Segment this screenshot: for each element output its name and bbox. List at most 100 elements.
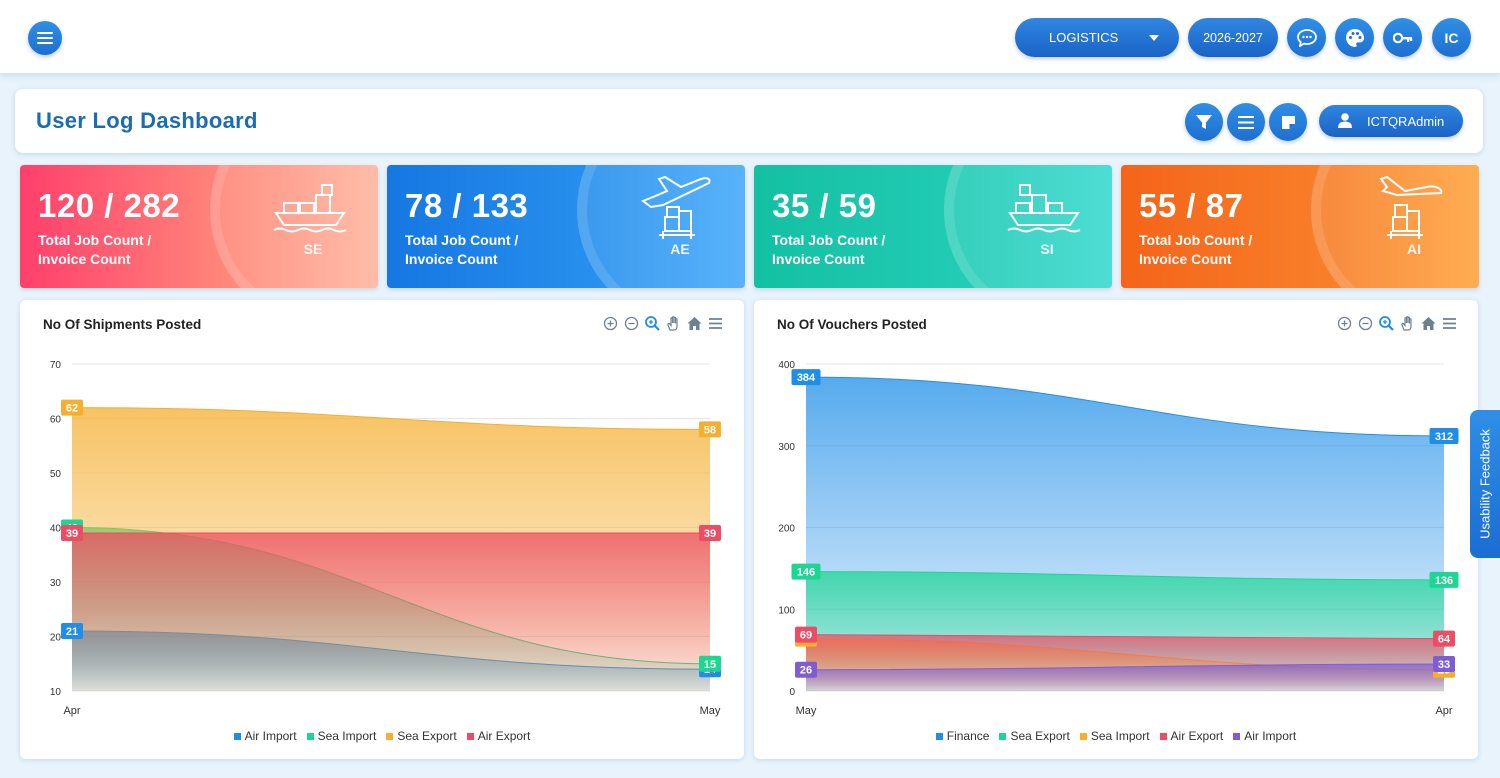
legend-swatch: [1233, 732, 1241, 740]
data-label-box: [1433, 656, 1455, 673]
data-label: 136: [1435, 575, 1453, 587]
data-label-box: [61, 524, 83, 541]
selection-zoom-icon[interactable]: [644, 315, 661, 332]
theme-button[interactable]: [1335, 18, 1374, 57]
chart-toolbar: [602, 315, 724, 332]
filter-button[interactable]: [1185, 103, 1223, 141]
chart-menu-icon[interactable]: [1441, 315, 1458, 332]
financial-year-button[interactable]: 2026-2027: [1188, 18, 1278, 57]
data-label-box: [699, 421, 721, 438]
zoom-in-icon[interactable]: [1336, 315, 1353, 332]
stat-code: SE: [303, 241, 323, 257]
module-select-value: LOGISTICS: [1049, 30, 1119, 45]
data-label: 69: [800, 630, 812, 642]
stat-code: AI: [1407, 241, 1421, 257]
card-decoration: [210, 165, 378, 288]
legend-swatch: [306, 732, 314, 740]
reset-home-icon[interactable]: [1420, 315, 1437, 332]
legend-item[interactable]: Air Import: [233, 729, 297, 743]
stat-code: AE: [670, 241, 690, 257]
list-menu-button[interactable]: [1227, 103, 1265, 141]
y-tick-label: 300: [778, 442, 795, 453]
data-label: 312: [1435, 431, 1453, 443]
plane-departure-icon: [640, 175, 711, 239]
data-label-box: [1429, 571, 1459, 588]
legend-item[interactable]: Finance: [935, 729, 989, 743]
legend-item[interactable]: Sea Export: [386, 729, 457, 743]
zoom-out-icon[interactable]: [1357, 315, 1374, 332]
module-select[interactable]: LOGISTICS: [1015, 18, 1179, 57]
chat-button[interactable]: [1287, 18, 1326, 57]
chart-menu-icon[interactable]: [707, 315, 724, 332]
legend-item[interactable]: Air Import: [1233, 729, 1296, 743]
chart-toolbar: [1336, 315, 1458, 332]
area-series-line[interactable]: [805, 663, 1445, 671]
legend-item[interactable]: Sea Export: [999, 729, 1070, 743]
data-label-box: [61, 399, 83, 416]
stat-value: 120 / 282: [38, 187, 181, 224]
usability-feedback-tab[interactable]: Usability Feedback: [1470, 410, 1500, 558]
legend-swatch: [386, 732, 394, 740]
data-label: 146: [797, 567, 815, 579]
area-series-line[interactable]: [805, 634, 1445, 640]
legend-item[interactable]: Air Export: [466, 729, 530, 743]
area-series-line[interactable]: [805, 571, 1445, 581]
top-bar: LOGISTICS 2026-2027 IC: [0, 0, 1500, 74]
stat-label: Total Job Count / Invoice Count: [38, 232, 152, 267]
data-label-box: [795, 626, 817, 643]
tag-icon: [1281, 115, 1295, 129]
legend-item[interactable]: Sea Import: [1079, 729, 1150, 743]
area-series-fill: [72, 532, 710, 691]
data-label: 62: [66, 403, 78, 415]
pan-hand-icon[interactable]: [665, 315, 682, 332]
y-tick-label: 200: [778, 524, 795, 535]
stat-card-ai[interactable]: 55 / 87 Total Job Count / Invoice Count A…: [1121, 165, 1479, 288]
stat-code: SI: [1040, 241, 1054, 257]
caret-down-icon: [1149, 35, 1159, 41]
x-tick-label: May: [796, 705, 817, 717]
y-tick-label: 10: [50, 687, 62, 698]
tag-button[interactable]: [1269, 103, 1307, 141]
stat-value: 55 / 87: [1139, 187, 1244, 224]
area-series-line[interactable]: [71, 407, 711, 430]
legend-item[interactable]: Air Export: [1159, 729, 1223, 743]
zoom-out-icon[interactable]: [623, 315, 640, 332]
change-password-button[interactable]: [1383, 18, 1422, 57]
legend-swatch: [233, 732, 241, 740]
data-label-box: [791, 563, 821, 580]
legend-swatch: [1159, 732, 1167, 740]
y-tick-label: 100: [778, 605, 795, 616]
current-user-button[interactable]: ICTQRAdmin: [1319, 105, 1463, 137]
selection-zoom-icon[interactable]: [1378, 315, 1395, 332]
x-tick-label: May: [700, 705, 721, 717]
legend-swatch: [1079, 732, 1087, 740]
menu-toggle-button[interactable]: [28, 21, 62, 55]
chart-title: No Of Vouchers Posted: [777, 317, 927, 332]
pan-hand-icon[interactable]: [1399, 315, 1416, 332]
data-label: 58: [704, 424, 716, 436]
reset-home-icon[interactable]: [686, 315, 703, 332]
stat-value: 78 / 133: [405, 187, 529, 224]
legend-swatch: [999, 732, 1007, 740]
vouchers-chart-panel: 0100200300400MayApr384312146136642669642…: [754, 300, 1478, 759]
area-series-line[interactable]: [805, 376, 1445, 437]
data-label-box: [791, 369, 821, 386]
stat-card-si[interactable]: 35 / 59 Total Job Count / Invoice Count S…: [754, 165, 1112, 288]
dashboard-header: User Log Dashboard ICTQRAdmin: [15, 89, 1483, 153]
user-avatar-button[interactable]: IC: [1432, 18, 1471, 57]
stat-card-ae[interactable]: 78 / 133 Total Job Count / Invoice Count …: [387, 165, 745, 288]
zoom-in-icon[interactable]: [602, 315, 619, 332]
page-title: User Log Dashboard: [36, 108, 258, 133]
data-label-box: [1433, 630, 1455, 647]
ship-icon: [273, 184, 347, 233]
vouchers-area-chart: 0100200300400MayApr384312146136642669642…: [778, 360, 1459, 717]
y-tick-label: 0: [789, 687, 795, 698]
data-label: 64: [1438, 634, 1451, 646]
y-tick-label: 70: [50, 360, 62, 371]
stat-label: Total Job Count / Invoice Count: [772, 232, 886, 267]
stat-label: Total Job Count / Invoice Count: [405, 232, 519, 267]
stat-card-se[interactable]: 120 / 282 Total Job Count / Invoice Count…: [20, 165, 378, 288]
filter-icon: [1196, 115, 1212, 129]
legend-item[interactable]: Sea Import: [306, 729, 376, 743]
chart-legend: Finance Sea Export Sea Import Air Export…: [754, 729, 1478, 743]
